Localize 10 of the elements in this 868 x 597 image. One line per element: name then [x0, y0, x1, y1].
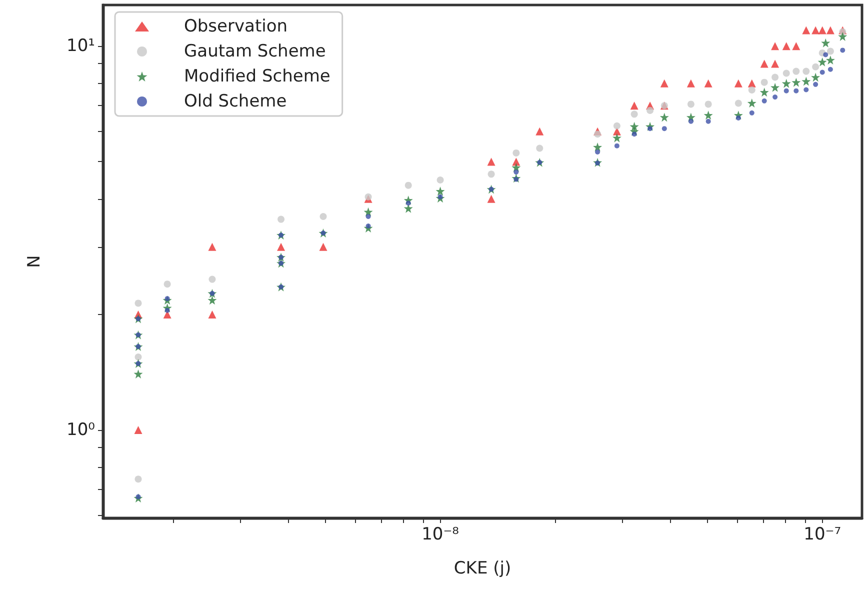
legend-label: Modified Scheme: [184, 66, 330, 86]
legend-label: Gautam Scheme: [184, 42, 326, 62]
y-tick-label: 10¹: [66, 36, 95, 56]
y-tick-label: 10⁰: [66, 420, 96, 440]
x-tick-label: 10⁻⁷: [804, 524, 842, 544]
legend-label: Old Scheme: [184, 92, 287, 112]
x-axis-title: CKE (j): [454, 558, 512, 578]
legend-label: Observation: [184, 16, 288, 36]
x-tick-label: 10⁻⁸: [422, 524, 460, 544]
y-axis-title: N: [24, 255, 44, 268]
